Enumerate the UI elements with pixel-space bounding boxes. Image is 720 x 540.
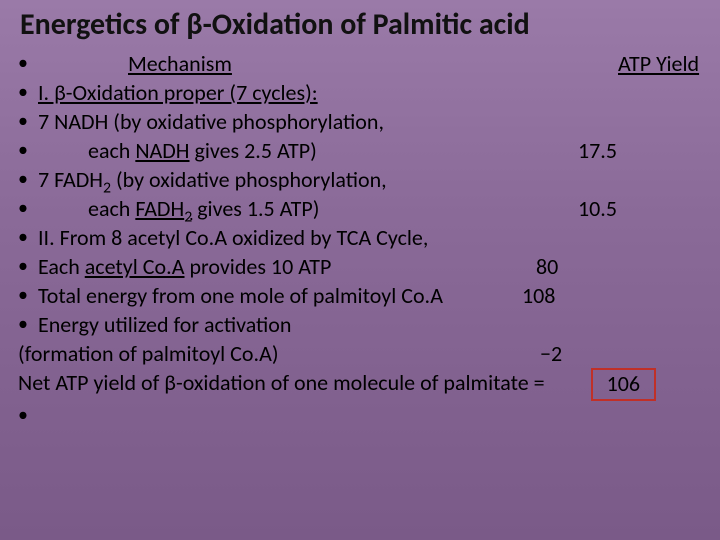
- header-mech: Mechanism: [38, 49, 608, 78]
- row-5: • each FADH2 gives 1.5 ATP) 10.5: [18, 194, 708, 223]
- bullet-icon: •: [18, 252, 38, 280]
- bullet-icon: •: [18, 78, 38, 106]
- r2-mech: 7 NADH (by oxidative phosphorylation,: [38, 107, 518, 136]
- net-atp-box: 106: [591, 368, 656, 400]
- row-9: • Energy utilized for activation: [18, 310, 708, 339]
- r5-yield: 10.5: [568, 194, 718, 223]
- r3-yield: 17.5: [568, 136, 718, 165]
- row-3: • each NADH gives 2.5 ATP) 17.5: [18, 136, 708, 165]
- row-6: • II. From 8 acetyl Co.A oxidized by TCA…: [18, 223, 708, 252]
- tail-2: Net ATP yield of β-oxidation of one mole…: [18, 368, 708, 400]
- t1-left: (formation of palmitoyl Co.A): [18, 339, 518, 368]
- t2-left: Net ATP yield of β-oxidation of one mole…: [18, 368, 545, 397]
- header-yield: ATP Yield: [608, 49, 720, 78]
- r9-mech: Energy utilized for activation: [38, 310, 518, 339]
- row-1: • I. β-Oxidation proper (7 cycles):: [18, 78, 708, 107]
- bullet-icon: •: [18, 223, 38, 251]
- r7-mech: Each acetyl Co.A provides 10 ATP: [38, 252, 518, 281]
- row-7: • Each acetyl Co.A provides 10 ATP 80: [18, 252, 708, 281]
- t1-right: −2: [518, 339, 710, 368]
- trailing-bullet: •: [18, 401, 708, 429]
- r3-mech: each NADH gives 2.5 ATP): [38, 136, 568, 165]
- bullet-icon: •: [18, 107, 38, 135]
- row-8: • Total energy from one mole of palmitoy…: [18, 281, 708, 310]
- r6-mech: II. From 8 acetyl Co.A oxidized by TCA C…: [38, 223, 518, 252]
- row-2: • 7 NADH (by oxidative phosphorylation,: [18, 107, 708, 136]
- bullet-icon: •: [18, 194, 38, 222]
- bullet-icon: •: [18, 49, 38, 77]
- slide-title: Energetics of β-Oxidation of Palmitic ac…: [0, 0, 720, 45]
- r5-mech: each FADH2 gives 1.5 ATP): [38, 194, 568, 223]
- bullet-icon: •: [18, 310, 38, 338]
- bullet-icon: •: [18, 136, 38, 164]
- r7-yield: 80: [518, 252, 676, 281]
- r8-mech: Total energy from one mole of palmitoyl …: [38, 281, 518, 310]
- r8-yield: 108: [518, 281, 662, 310]
- bullet-icon: •: [18, 281, 38, 309]
- content-body: • Mechanism ATP Yield • I. β-Oxidation p…: [0, 45, 720, 429]
- bullet-icon: •: [18, 165, 38, 193]
- tail-1: (formation of palmitoyl Co.A) −2: [18, 339, 708, 368]
- row-4: • 7 FADH2 (by oxidative phosphorylation,: [18, 165, 708, 194]
- r4-mech: 7 FADH2 (by oxidative phosphorylation,: [38, 165, 518, 194]
- header-row: • Mechanism ATP Yield: [18, 49, 708, 78]
- bullet-icon: •: [18, 401, 38, 429]
- r1-mech: I. β-Oxidation proper (7 cycles):: [38, 78, 518, 107]
- t2-box: 106: [545, 368, 656, 400]
